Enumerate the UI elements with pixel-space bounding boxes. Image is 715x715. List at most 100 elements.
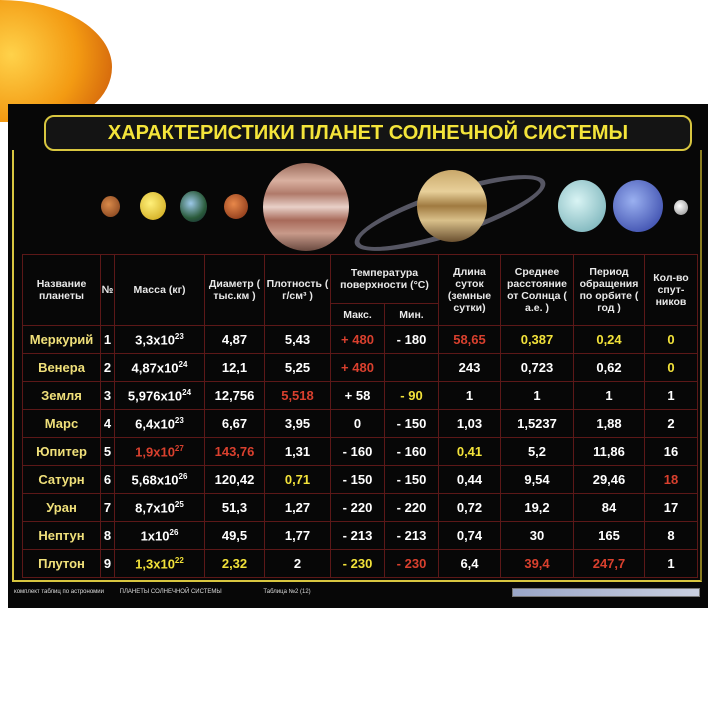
cell-tmin: - 150 (384, 409, 439, 438)
table-row: Сатурн 6 5,68x1026 120,42 0,71- 150- 150 0,44… (22, 465, 698, 494)
table-row: Уран 7 8,7x1025 51,3 1,27- 220- 220 0,72 19,2 8… (22, 493, 698, 522)
table-row: Юпитер 5 1,9x1027 143,76 1,31- 160- 160 0,41 5… (22, 437, 698, 466)
header-temperature: Температура поверхности (°C) (330, 254, 439, 304)
planet-name: Земля (22, 381, 101, 410)
saturn-image (417, 170, 487, 242)
planet-name: Нептун (22, 521, 101, 550)
cell-density: 1,31 (264, 437, 331, 466)
mass-exponent: 24 (178, 359, 188, 369)
cell-mass: 3,3x1023 (114, 325, 205, 354)
cell-tmin: - 150 (384, 465, 439, 494)
planet-number: 2 (100, 353, 115, 382)
cell-density: 1,27 (264, 493, 331, 522)
table-row: Нептун 8 1x1026 49,5 1,77- 213- 213 0,74 30 165… (22, 521, 698, 550)
mass-mantissa: 8,7x10 (135, 500, 175, 516)
cell-tmax: - 220 (330, 493, 385, 522)
cell-distance: 1,5237 (500, 409, 574, 438)
header-diameter: Диаметр ( тыс.км ) (204, 254, 265, 326)
planet-number: 9 (100, 549, 115, 578)
cell-tmin: - 90 (384, 381, 439, 410)
cell-tmin: - 160 (384, 437, 439, 466)
cell-mass: 5,68x1026 (114, 465, 205, 494)
cell-diameter: 6,67 (204, 409, 265, 438)
cell-tmax: 0 (330, 409, 385, 438)
cell-mass: 1x1026 (114, 521, 205, 550)
cell-distance: 39,4 (500, 549, 574, 578)
venus-image (140, 192, 166, 220)
header-distance: Среднее расстояние от Солнца ( а.е. ) (500, 254, 574, 326)
cell-tmin: - 180 (384, 325, 439, 354)
pluto-image (674, 200, 688, 215)
mass-exponent: 23 (174, 415, 184, 425)
cell-distance: 19,2 (500, 493, 574, 522)
cell-period: 0,62 (573, 353, 645, 382)
planet-name: Меркурий (22, 325, 101, 354)
earth-image (180, 191, 207, 222)
planet-number: 5 (100, 437, 115, 466)
cell-mass: 5,976x1024 (114, 381, 205, 410)
cell-density: 5,25 (264, 353, 331, 382)
header-density: Плотность ( г/см³ ) (264, 254, 331, 326)
cell-period: 84 (573, 493, 645, 522)
page-title: ХАРАКТЕРИСТИКИ ПЛАНЕТ СОЛНЕЧНОЙ СИСТЕМЫ (107, 121, 629, 144)
cell-density: 1,77 (264, 521, 331, 550)
cell-day: 1,03 (438, 409, 501, 438)
cell-period: 29,46 (573, 465, 645, 494)
jupiter-image (263, 163, 349, 251)
mars-image (224, 194, 248, 219)
cell-satellites: 8 (644, 521, 698, 550)
mass-exponent: 24 (182, 387, 192, 397)
cell-day: 1 (438, 381, 501, 410)
cell-period: 11,86 (573, 437, 645, 466)
cell-day: 58,65 (438, 325, 501, 354)
cell-period: 165 (573, 521, 645, 550)
footer-subject: ПЛАНЕТЫ СОЛНЕЧНОЙ СИСТЕМЫ (119, 589, 222, 595)
mass-mantissa: 5,976x10 (127, 388, 183, 404)
planet-number: 7 (100, 493, 115, 522)
cell-diameter: 12,756 (204, 381, 265, 410)
cell-mass: 6,4x1023 (114, 409, 205, 438)
cell-distance: 5,2 (500, 437, 574, 466)
planet-number: 3 (100, 381, 115, 410)
cell-distance: 0,723 (500, 353, 574, 382)
cell-day: 0,44 (438, 465, 501, 494)
cell-diameter: 2,32 (204, 549, 265, 578)
cell-distance: 30 (500, 521, 574, 550)
cell-distance: 1 (500, 381, 574, 410)
cell-distance: 9,54 (500, 465, 574, 494)
cell-satellites: 1 (644, 549, 698, 578)
cell-diameter: 4,87 (204, 325, 265, 354)
table-row: Земля 3 5,976x1024 12,756 5,518 + 58- 90 1 1 1 1 (22, 381, 698, 410)
cell-day: 0,74 (438, 521, 501, 550)
cell-diameter: 49,5 (204, 521, 265, 550)
header-temp-max: Макс. (330, 303, 385, 326)
cell-tmin: - 230 (384, 549, 439, 578)
cell-period: 247,7 (573, 549, 645, 578)
table-row: Меркурий 1 3,3x1023 4,87 5,43 + 480- 180 58,65… (22, 325, 698, 354)
cell-mass: 1,3x1022 (114, 549, 205, 578)
planet-number: 6 (100, 465, 115, 494)
planet-number: 1 (100, 325, 115, 354)
cell-density: 5,518 (264, 381, 331, 410)
mass-exponent: 26 (178, 471, 188, 481)
cell-satellites: 0 (644, 353, 698, 382)
cell-diameter: 12,1 (204, 353, 265, 382)
cell-period: 0,24 (573, 325, 645, 354)
cell-mass: 4,87x1024 (114, 353, 205, 382)
cell-day: 0,72 (438, 493, 501, 522)
title-banner: ХАРАКТЕРИСТИКИ ПЛАНЕТ СОЛНЕЧНОЙ СИСТЕМЫ (44, 115, 692, 151)
mass-exponent: 27 (174, 443, 184, 453)
cell-tmax: - 213 (330, 521, 385, 550)
neptune-image (613, 180, 663, 232)
cell-mass: 1,9x1027 (114, 437, 205, 466)
cell-satellites: 1 (644, 381, 698, 410)
cell-tmax: + 480 (330, 353, 385, 382)
table-row: Венера 2 4,87x1024 12,1 5,25 + 480 243 0,723 0,6… (22, 353, 698, 382)
mass-mantissa: 1x10 (140, 528, 170, 544)
cell-period: 1,88 (573, 409, 645, 438)
cell-density: 2 (264, 549, 331, 578)
cell-diameter: 143,76 (204, 437, 265, 466)
footer-series: комплект таблиц по астрономии (14, 589, 104, 595)
footer-table-number: Таблица №2 (12) (263, 589, 311, 595)
planet-name: Юпитер (22, 437, 101, 466)
